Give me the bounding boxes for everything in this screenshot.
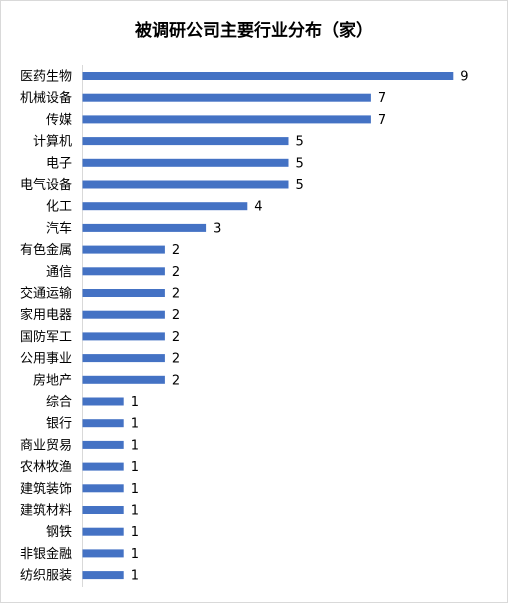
bar — [82, 440, 124, 449]
value-label: 2 — [172, 265, 180, 280]
bar — [82, 310, 165, 319]
bar — [82, 354, 165, 363]
y-tick-label: 纺织服装 — [20, 569, 72, 584]
value-label: 7 — [378, 91, 386, 106]
bar — [82, 332, 165, 341]
bar — [82, 419, 124, 428]
bar — [82, 289, 165, 297]
y-tick-label: 钢铁 — [46, 525, 72, 540]
value-label: 4 — [254, 200, 262, 215]
value-label: 1 — [131, 438, 139, 453]
y-tick-label: 家用电器 — [20, 307, 72, 323]
value-label: 2 — [172, 308, 180, 323]
bar — [82, 571, 124, 580]
value-label: 5 — [296, 178, 304, 193]
y-tick-label: 非银金融 — [20, 546, 72, 562]
value-label: 2 — [172, 373, 180, 388]
value-label: 1 — [131, 482, 139, 497]
bar — [82, 180, 289, 189]
y-tick-label: 医药生物 — [20, 70, 72, 85]
value-label: 2 — [172, 330, 180, 345]
y-tick-label: 电子 — [46, 156, 72, 171]
y-tick-label: 农林牧渔 — [20, 460, 72, 475]
value-label: 5 — [296, 135, 304, 150]
value-label: 1 — [131, 547, 139, 562]
y-tick-label: 建筑材料 — [20, 503, 72, 519]
y-tick-label: 电气设备 — [20, 177, 72, 193]
value-label: 1 — [131, 395, 139, 410]
y-tick-label: 计算机 — [33, 135, 72, 150]
y-tick-label: 机械设备 — [20, 90, 72, 106]
bar — [82, 223, 207, 232]
bar — [82, 72, 454, 80]
bar — [82, 462, 124, 471]
y-tick-label: 国防军工 — [20, 329, 72, 345]
value-label: 7 — [378, 113, 386, 128]
y-tick-label: 传媒 — [46, 113, 72, 128]
y-tick-label: 建筑装饰 — [20, 481, 72, 497]
value-label: 5 — [296, 156, 304, 171]
value-label: 9 — [460, 70, 468, 85]
value-label: 1 — [131, 504, 139, 519]
bar — [82, 245, 165, 254]
bar — [82, 484, 124, 493]
value-label: 3 — [213, 221, 221, 236]
bar — [82, 93, 371, 102]
y-tick-label: 化工 — [46, 200, 72, 215]
bar — [82, 506, 124, 514]
value-label: 2 — [172, 287, 180, 302]
chart-title: 被调研公司主要行业分布（家） — [135, 20, 373, 41]
y-tick-label: 房地产 — [33, 372, 72, 388]
bar — [82, 527, 124, 536]
y-tick-label: 银行 — [46, 417, 72, 432]
bar — [82, 375, 165, 384]
y-tick-label: 商业贸易 — [20, 438, 72, 453]
bar — [82, 115, 371, 124]
bar — [82, 267, 165, 276]
bar — [82, 158, 289, 167]
value-label: 1 — [131, 460, 139, 475]
bar — [82, 137, 289, 146]
y-tick-label: 有色金属 — [20, 242, 72, 258]
y-tick-label: 公用事业 — [20, 352, 72, 367]
value-label: 1 — [131, 525, 139, 540]
y-tick-label: 通信 — [46, 265, 72, 280]
bar — [82, 397, 124, 406]
value-label: 2 — [172, 352, 180, 367]
value-label: 1 — [131, 417, 139, 432]
value-label: 2 — [172, 243, 180, 258]
value-label: 1 — [131, 569, 139, 584]
y-tick-label: 交通运输 — [20, 286, 72, 302]
bar — [82, 549, 124, 558]
y-tick-label: 汽车 — [46, 220, 72, 236]
bar — [82, 202, 248, 211]
y-tick-label: 综合 — [46, 395, 72, 410]
